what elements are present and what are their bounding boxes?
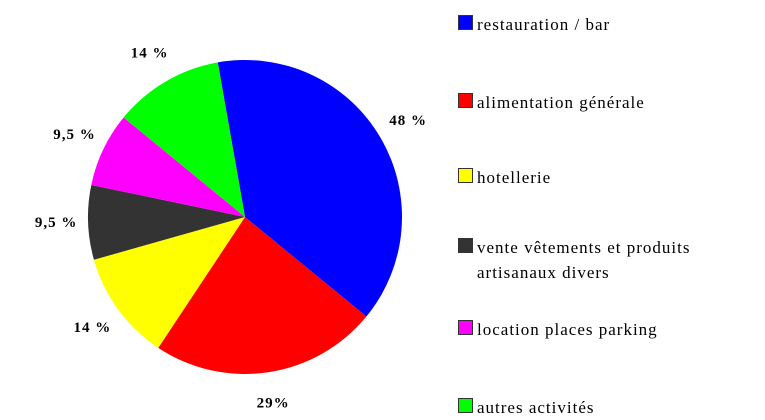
pie-slice	[158, 217, 367, 374]
pie-slice	[93, 217, 246, 348]
data-label: 14 %	[131, 45, 169, 61]
legend-item: alimentation générale	[458, 90, 757, 115]
legend-swatch	[458, 15, 473, 30]
legend-label: autres activités	[477, 398, 595, 417]
data-label: 9,5 %	[53, 127, 96, 143]
data-label: 29%	[257, 395, 290, 411]
data-label: 14 %	[73, 320, 111, 336]
pie-slice	[88, 184, 246, 260]
data-label: 48 %	[389, 113, 427, 129]
legend-label: hotellerie	[477, 168, 552, 187]
legend-label: restauration / bar	[477, 15, 611, 34]
pie-slice	[217, 60, 402, 317]
legend-item: restauration / bar	[458, 12, 757, 37]
legend-label: vente vêtements et produits artisanaux d…	[477, 238, 691, 282]
legend-swatch	[458, 238, 473, 253]
legend-item: vente vêtements et produits artisanaux d…	[458, 235, 692, 285]
legend-swatch	[458, 398, 473, 413]
legend-swatch	[458, 93, 473, 108]
data-label: 9,5 %	[35, 215, 78, 231]
legend-item: location places parking	[458, 317, 757, 342]
legend-label: location places parking	[477, 320, 658, 339]
legend-swatch	[458, 320, 473, 335]
legend-label: alimentation générale	[477, 93, 645, 112]
legend-item: hotellerie	[458, 165, 757, 190]
legend-swatch	[458, 168, 473, 183]
pie-slice	[91, 117, 245, 217]
legend-item: autres activités	[458, 395, 757, 420]
pie-slice	[123, 62, 245, 218]
